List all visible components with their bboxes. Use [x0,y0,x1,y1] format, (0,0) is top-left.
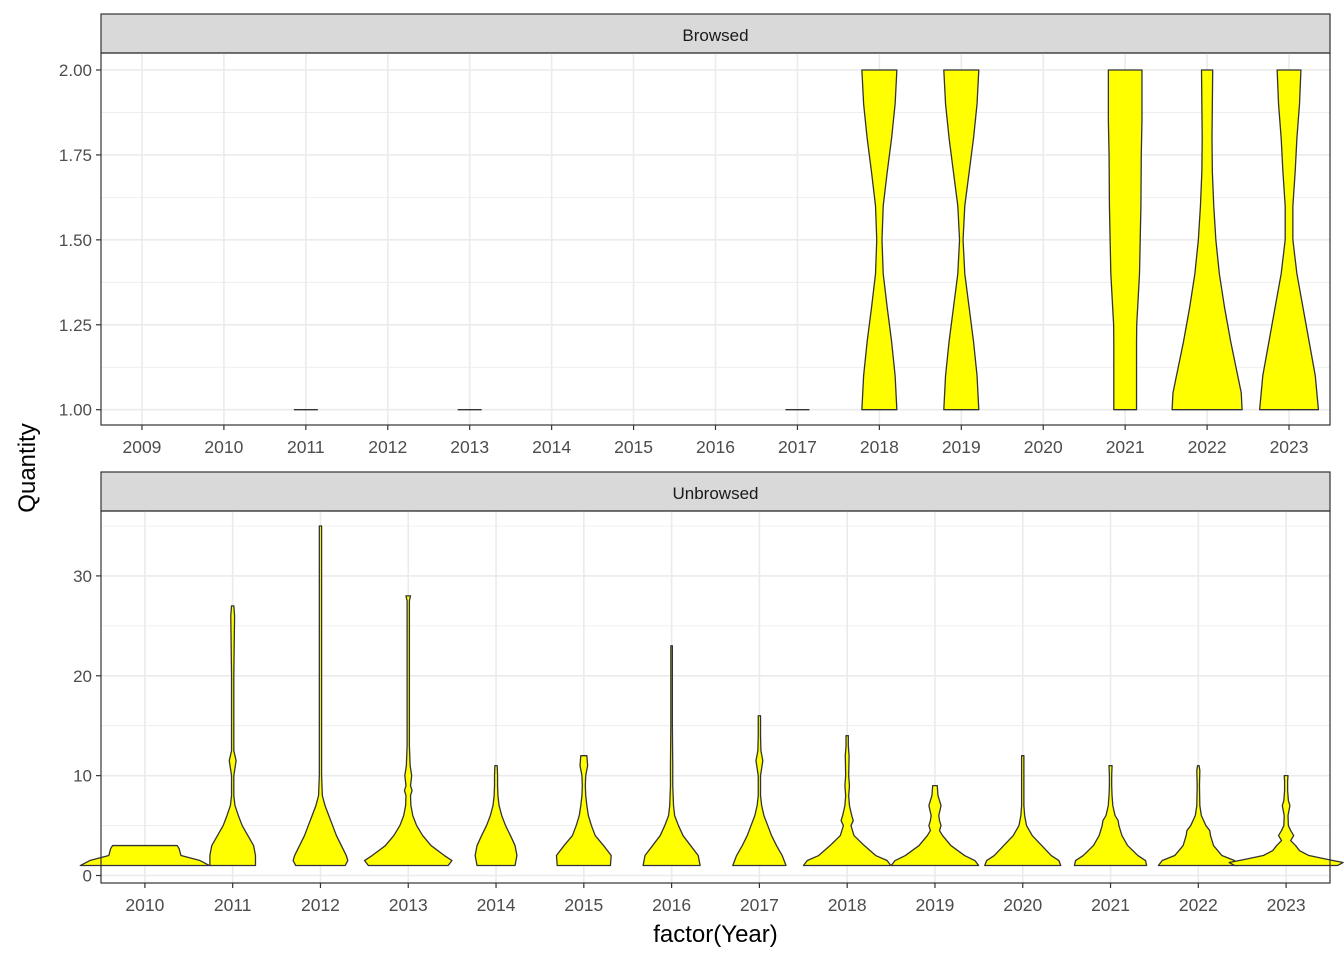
strip-label-browsed: Browsed [682,26,748,45]
panel-unbrowsed-axes: 0 10 20 30 2010 2011 2012 2013 2014 2015 2016 2017 2… [73,567,1305,915]
x-tick-label-unbrowsed: 2010 [125,895,164,915]
panel-unbrowsed-violins [79,525,1344,867]
violin-unbrowsed-2016 [642,645,701,867]
panel-unbrowsed: Unbrowsed 0 10 20 30 2010 2011 2012 2013 2014 201… [73,471,1344,915]
panel-browsed: Browsed 1.00 1.25 1.50 1.75 2.00 2009 2010 2011… [59,13,1331,457]
strip-label-unbrowsed: Unbrowsed [673,484,759,503]
violin-unbrowsed-2023 [1228,774,1344,867]
y-tick-label-browsed: 1.50 [59,231,92,250]
panel-unbrowsed-border [100,510,1331,884]
x-tick-label-unbrowsed: 2012 [301,895,340,915]
violin-unbrowsed-2012 [292,525,349,867]
x-tick-label-unbrowsed: 2021 [1091,895,1130,915]
panel-browsed-axes: 1.00 1.25 1.50 1.75 2.00 2009 2010 2011 2012 2013… [59,61,1309,457]
violin-unbrowsed-2021 [1073,765,1148,867]
x-tick-label-browsed: 2017 [778,437,817,457]
x-tick-label-unbrowsed: 2019 [915,895,954,915]
x-tick-label-unbrowsed: 2015 [564,895,603,915]
x-tick-label-unbrowsed: 2022 [1179,895,1218,915]
y-axis-title: Quantity [14,423,41,512]
violin-unbrowsed-2020 [984,755,1062,867]
x-tick-label-unbrowsed: 2023 [1267,895,1306,915]
violin-unbrowsed-2019 [890,784,980,867]
y-tick-label-browsed: 2.00 [59,61,92,80]
y-tick-label-unbrowsed: 0 [83,867,92,886]
x-tick-label-browsed: 2023 [1270,437,1309,457]
x-tick-label-browsed: 2019 [942,437,981,457]
strip-unbrowsed [100,471,1331,512]
violin-unbrowsed-2018 [802,735,892,867]
x-tick-label-browsed: 2010 [204,437,243,457]
x-tick-label-unbrowsed: 2020 [1003,895,1042,915]
x-tick-label-unbrowsed: 2011 [214,895,252,915]
x-tick-label-browsed: 2021 [1106,437,1145,457]
violin-unbrowsed-2011 [209,605,257,867]
violin-browsed-2022 [1171,69,1243,411]
y-tick-label-unbrowsed: 10 [73,767,92,786]
violin-unbrowsed-2015 [555,755,612,867]
x-tick-label-browsed: 2012 [368,437,407,457]
x-tick-label-browsed: 2020 [1024,437,1063,457]
x-tick-label-browsed: 2015 [614,437,653,457]
x-tick-label-unbrowsed: 2016 [652,895,691,915]
y-tick-label-browsed: 1.00 [59,401,92,420]
y-tick-label-browsed: 1.75 [59,146,92,165]
x-axis-title: factor(Year) [653,921,778,948]
x-tick-label-browsed: 2016 [696,437,735,457]
y-tick-label-unbrowsed: 30 [73,567,92,586]
violin-unbrowsed-2014 [474,765,518,867]
x-tick-label-unbrowsed: 2018 [828,895,867,915]
violin-unbrowsed-2013 [363,595,453,867]
violin-unbrowsed-2022 [1157,765,1239,867]
strip-browsed [100,13,1331,54]
x-tick-label-browsed: 2014 [532,437,571,457]
violin-browsed-2023 [1258,69,1320,411]
x-tick-label-unbrowsed: 2014 [477,895,516,915]
violin-browsed-2018 [861,69,898,411]
x-tick-label-browsed: 2022 [1188,437,1227,457]
panel-browsed-violins [293,69,1320,411]
x-tick-label-browsed: 2011 [287,437,325,457]
violin-browsed-2021 [1107,69,1143,411]
y-tick-label-browsed: 1.25 [59,316,92,335]
x-tick-label-unbrowsed: 2017 [740,895,779,915]
x-tick-label-browsed: 2013 [450,437,489,457]
y-tick-label-unbrowsed: 20 [73,667,92,686]
x-tick-label-browsed: 2018 [860,437,899,457]
violin-browsed-2019 [943,69,980,411]
violin-unbrowsed-2010 [79,844,211,867]
x-tick-label-browsed: 2009 [122,437,161,457]
x-tick-label-unbrowsed: 2013 [389,895,428,915]
violin-unbrowsed-2017 [732,715,787,867]
